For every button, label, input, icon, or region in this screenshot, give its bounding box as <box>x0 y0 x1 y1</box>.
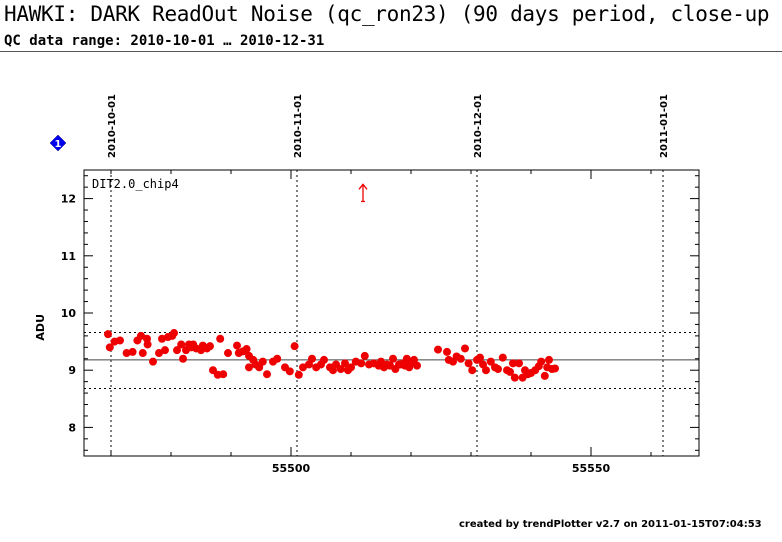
data-point <box>510 373 519 382</box>
data-point <box>434 345 442 354</box>
date-marker-label: 2010-11-01 <box>293 94 304 158</box>
data-point <box>233 341 241 350</box>
y-axis-label: ADU <box>34 314 47 341</box>
data-point <box>143 340 152 349</box>
data-point <box>537 357 546 366</box>
data-point <box>255 363 264 372</box>
y-tick-label: 10 <box>61 307 77 320</box>
data-point <box>515 359 523 368</box>
footer-credit: created by trendPlotter v2.7 on 2011-01-… <box>459 519 762 530</box>
data-point <box>413 361 421 370</box>
y-tick-label: 12 <box>61 193 76 206</box>
data-point <box>476 353 484 362</box>
data-point <box>540 371 549 380</box>
data-point <box>242 345 251 354</box>
data-point <box>158 334 166 343</box>
grid-layer <box>110 170 664 456</box>
data-point <box>170 329 178 338</box>
data-point <box>206 342 214 351</box>
date-marker-label: 2010-10-01 <box>107 94 118 158</box>
data-point <box>290 342 299 351</box>
info-marker-icon[interactable]: 1 <box>49 134 67 152</box>
x-tick-label: 55550 <box>572 462 611 475</box>
data-point <box>461 344 469 353</box>
date-marker-label: 2011-01-01 <box>659 94 670 158</box>
chart-subtitle: QC data range: 2010-10-01 … 2010-12-31 <box>4 33 325 49</box>
chart-title: HAWKI: DARK ReadOut Noise (qc_ron23) (90… <box>4 2 770 26</box>
data-point <box>347 363 355 372</box>
data-point <box>341 359 349 368</box>
axes <box>83 169 700 457</box>
data-point <box>149 357 157 366</box>
panel-label: DIT2.0_chip4 <box>92 177 179 191</box>
data-point <box>116 336 124 345</box>
data-point <box>137 331 145 340</box>
data-point <box>219 370 228 379</box>
data-point <box>155 349 163 358</box>
outlier-arrow-head <box>358 183 368 190</box>
data-point <box>486 357 495 366</box>
data-point <box>551 364 559 373</box>
data-point <box>263 370 271 379</box>
header-divider <box>0 51 782 52</box>
x-tick-label: 55500 <box>272 462 311 475</box>
data-point <box>138 349 147 358</box>
data-point <box>273 354 282 363</box>
data-point <box>494 365 502 374</box>
data-point <box>177 340 186 349</box>
data-point <box>308 354 316 363</box>
date-marker-label: 2010-12-01 <box>473 94 484 158</box>
y-tick-label: 11 <box>61 250 76 263</box>
data-point <box>464 359 473 368</box>
data-point <box>105 343 114 352</box>
labels: 2010-10-01 2010-11-01 2010-12-01 2011-01-01… <box>34 94 670 475</box>
data-point <box>357 359 366 368</box>
data-point <box>506 367 514 376</box>
data-point <box>216 334 225 343</box>
data-point <box>320 355 328 364</box>
data-point <box>389 354 397 363</box>
data-point <box>294 370 303 379</box>
data-point <box>179 354 187 363</box>
data-points <box>104 183 559 382</box>
data-point <box>258 357 267 366</box>
data-point <box>285 367 294 376</box>
data-point <box>128 347 137 356</box>
data-point <box>443 347 451 356</box>
data-point <box>299 363 307 372</box>
data-point <box>104 330 112 339</box>
plot-frame <box>83 169 700 457</box>
data-point <box>545 355 553 364</box>
data-point <box>360 351 369 360</box>
data-point <box>173 346 181 355</box>
data-point <box>336 365 345 374</box>
data-point <box>224 349 232 358</box>
info-marker-label: 1 <box>55 139 62 150</box>
data-point <box>498 353 507 362</box>
y-tick-label: 8 <box>68 421 76 434</box>
data-point <box>161 346 169 355</box>
data-point <box>456 354 465 363</box>
y-tick-label: 9 <box>68 364 76 377</box>
data-point <box>509 359 517 368</box>
data-point <box>468 366 477 375</box>
data-point <box>122 349 131 358</box>
data-point <box>245 363 253 372</box>
data-point <box>482 366 490 375</box>
